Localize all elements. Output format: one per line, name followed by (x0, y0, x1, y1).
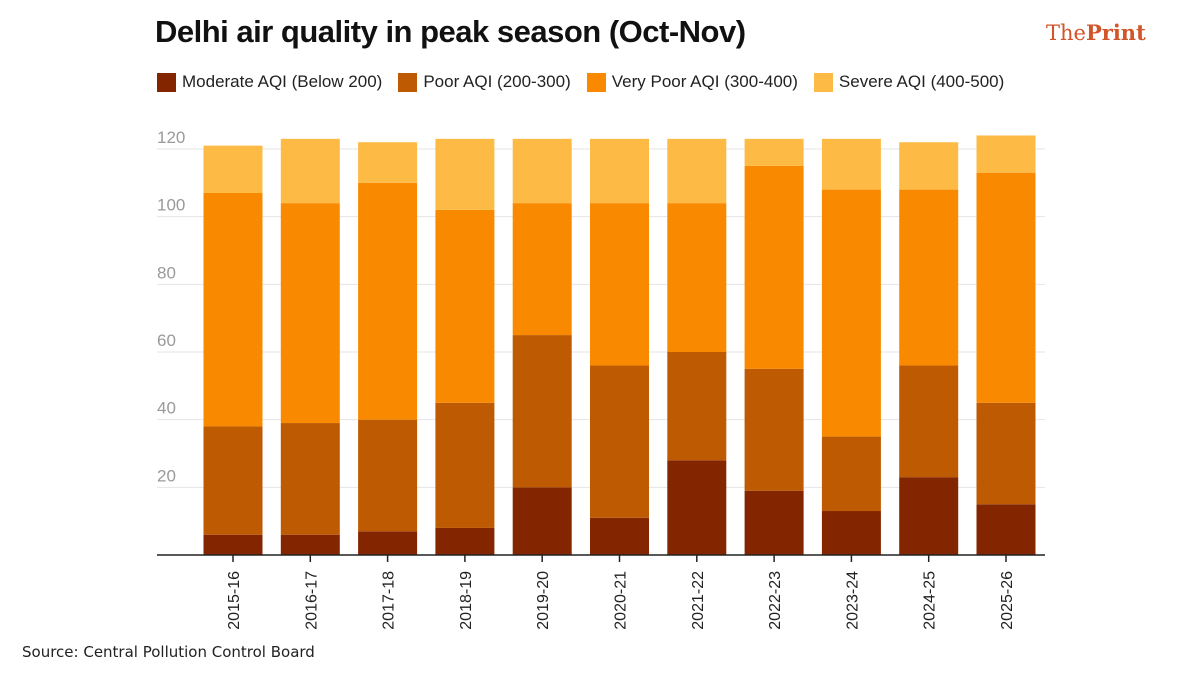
bar-segment-poor (203, 426, 263, 535)
x-tick-label: 2017-18 (381, 571, 398, 630)
y-axis-labels: 20 40 60 80 100 120 (157, 128, 185, 485)
bar-segment-moderate (358, 531, 418, 555)
bar-stack-2019-20 (512, 138, 572, 555)
x-tick-label: 2019-20 (535, 571, 552, 630)
x-axis-ticks (232, 555, 1007, 562)
bar-segment-moderate (203, 534, 263, 555)
bar-segment-severe (821, 138, 881, 190)
x-tick-label: 2021-22 (690, 571, 707, 630)
bar-segment-poor (512, 335, 572, 488)
bar-segment-poor (590, 365, 649, 518)
legend-label-severe: Severe AQI (400-500) (838, 72, 1005, 91)
bar-segment-moderate (899, 477, 959, 555)
legend-swatch-severe (813, 72, 833, 92)
x-tick-label: 2022-23 (767, 571, 784, 630)
logo-part-the: The (1046, 21, 1086, 45)
bar-segment-moderate (667, 460, 727, 555)
y-tick-label: 120 (157, 128, 185, 147)
bar-segment-very-poor (512, 203, 572, 336)
legend-label-poor: Poor AQI (200-300) (423, 72, 571, 91)
bar-segment-very-poor (667, 203, 727, 352)
x-tick-label: 2018-19 (458, 571, 475, 630)
bar-segment-severe (280, 138, 340, 204)
legend-item-poor: Poor AQI (200-300) (398, 72, 571, 92)
x-tick-label: 2015-16 (226, 571, 243, 630)
bar-segment-very-poor (899, 189, 959, 366)
y-tick-label: 60 (157, 331, 176, 350)
bar-segment-very-poor (203, 192, 263, 427)
source-note: Source: Central Pollution Control Board (22, 643, 315, 661)
bar-stack-2025-26 (976, 135, 1036, 555)
bar-segment-severe (435, 138, 495, 210)
bar-segment-very-poor (821, 189, 881, 437)
bar-segment-poor (435, 402, 495, 528)
legend-swatch-poor (398, 72, 418, 92)
bar-segment-moderate (821, 511, 881, 555)
bar-segment-poor (821, 436, 881, 512)
bar-segment-poor (976, 402, 1036, 505)
chart-title: Delhi air quality in peak season (Oct-No… (155, 14, 746, 49)
x-tick-label: 2024-25 (922, 571, 939, 630)
bar-stack-2023-24 (821, 138, 881, 555)
bar-segment-moderate (744, 490, 804, 555)
bar-segment-severe (512, 138, 572, 204)
bar-segment-poor (899, 365, 959, 478)
bars (203, 135, 1036, 555)
logo-part-print: Print (1085, 20, 1146, 45)
y-tick-label: 80 (157, 263, 176, 282)
bar-segment-moderate (280, 534, 340, 555)
bar-stack-2020-21 (590, 138, 649, 555)
x-tick-label: 2020-21 (613, 571, 630, 630)
legend-item-moderate: Moderate AQI (Below 200) (157, 72, 382, 92)
bar-segment-poor (744, 368, 804, 491)
bar-stack-2018-19 (435, 138, 495, 555)
legend-label-moderate: Moderate AQI (Below 200) (182, 72, 383, 91)
bar-segment-severe (744, 138, 804, 166)
legend-item-severe: Severe AQI (400-500) (813, 72, 1005, 92)
bar-segment-moderate (435, 527, 495, 555)
bar-segment-severe (358, 142, 418, 183)
chart-legend: Moderate AQI (Below 200) Poor AQI (200-3… (157, 72, 1020, 92)
bar-segment-poor (667, 352, 727, 461)
legend-item-very-poor: Very Poor AQI (300-400) (586, 72, 798, 92)
bar-segment-severe (203, 145, 263, 193)
legend-swatch-moderate (157, 72, 176, 92)
y-tick-label: 100 (157, 196, 185, 215)
bar-segment-severe (667, 138, 727, 204)
bar-segment-moderate (590, 517, 649, 555)
x-tick-label: 2016-17 (303, 571, 320, 630)
bar-segment-poor (280, 423, 340, 535)
x-axis-labels: 2015-16 2016-17 2017-18 2018-19 2019-20 2020-… (226, 571, 1016, 630)
bar-stack-2016-17 (280, 138, 340, 555)
bar-stack-2021-22 (667, 138, 727, 555)
bar-segment-very-poor (280, 203, 340, 424)
x-tick-label: 2025-26 (999, 571, 1016, 630)
bar-segment-very-poor (358, 182, 418, 420)
y-tick-label: 20 (157, 466, 176, 485)
theprint-logo: ThePrint (1046, 20, 1146, 45)
bar-segment-poor (358, 419, 418, 532)
y-tick-label: 40 (157, 399, 176, 418)
x-tick-label: 2023-24 (844, 571, 861, 630)
bar-stack-2024-25 (899, 142, 959, 555)
bar-segment-severe (976, 135, 1036, 173)
bar-segment-very-poor (976, 172, 1036, 403)
bar-segment-very-poor (435, 209, 495, 403)
bar-segment-moderate (976, 504, 1036, 555)
bar-segment-severe (899, 142, 959, 190)
bar-stack-2015-16 (203, 145, 263, 555)
bar-segment-very-poor (744, 165, 804, 369)
bar-segment-severe (590, 138, 649, 204)
bar-segment-very-poor (590, 203, 649, 366)
legend-swatch-very-poor (586, 72, 606, 92)
bar-stack-2022-23 (744, 138, 804, 555)
bar-stack-2017-18 (358, 142, 418, 555)
legend-label-very-poor: Very Poor AQI (300-400) (611, 72, 798, 91)
bar-segment-moderate (512, 487, 572, 555)
